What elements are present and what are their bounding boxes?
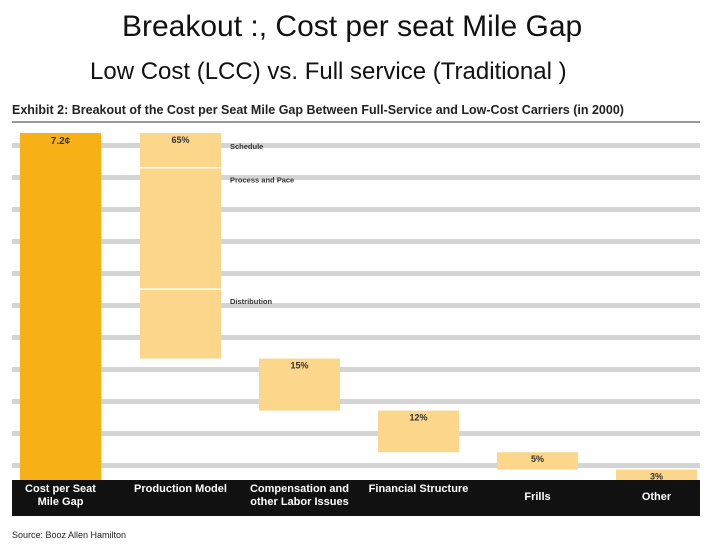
background-stripe: [12, 175, 700, 180]
background-stripe: [12, 335, 700, 340]
value-label: 65%: [171, 135, 189, 145]
background-stripe: [12, 303, 700, 308]
total-bar: [20, 133, 101, 480]
background-stripe: [12, 143, 700, 148]
x-tick-label: Compensation and other Labor Issues: [249, 483, 349, 508]
x-tick-label: Frills: [524, 491, 551, 503]
category-band: [12, 480, 700, 516]
background-stripe: [12, 271, 700, 276]
background-stripe: [12, 431, 700, 436]
bar: [140, 133, 221, 359]
background-stripe: [12, 239, 700, 244]
total-label: 7.2¢: [51, 136, 71, 147]
value-label: 5%: [531, 454, 544, 464]
value-label: 15%: [290, 361, 308, 371]
value-label: 3%: [650, 472, 663, 482]
source: Source: Booz Allen Hamilton: [12, 530, 127, 540]
bar: [616, 469, 697, 480]
x-tick-label: Production Model: [134, 483, 227, 495]
background-stripe: [12, 207, 700, 212]
background-stripe: [12, 399, 700, 404]
bar: [378, 410, 459, 453]
bar: [497, 452, 578, 470]
bar: [259, 358, 340, 411]
slide-title: Breakout :, Cost per seat Mile Gap: [122, 10, 583, 43]
exhibit-title: Exhibit 2: Breakout of the Cost per Seat…: [12, 103, 624, 117]
x-tick-label: Financial Structure: [368, 483, 469, 495]
background-stripe: [12, 463, 700, 468]
slide-subtitle: Low Cost (LCC) vs. Full service (Traditi…: [90, 58, 567, 85]
segment-label: Process and Pace: [230, 176, 294, 185]
segment-label: Schedule: [230, 142, 263, 151]
background-stripe: [12, 367, 700, 372]
value-label: 12%: [409, 413, 427, 423]
segment-label: Distribution: [230, 297, 272, 306]
x-tick-label: Other: [641, 491, 672, 503]
x-tick-label: Cost per Seat Mile Gap: [25, 483, 96, 508]
